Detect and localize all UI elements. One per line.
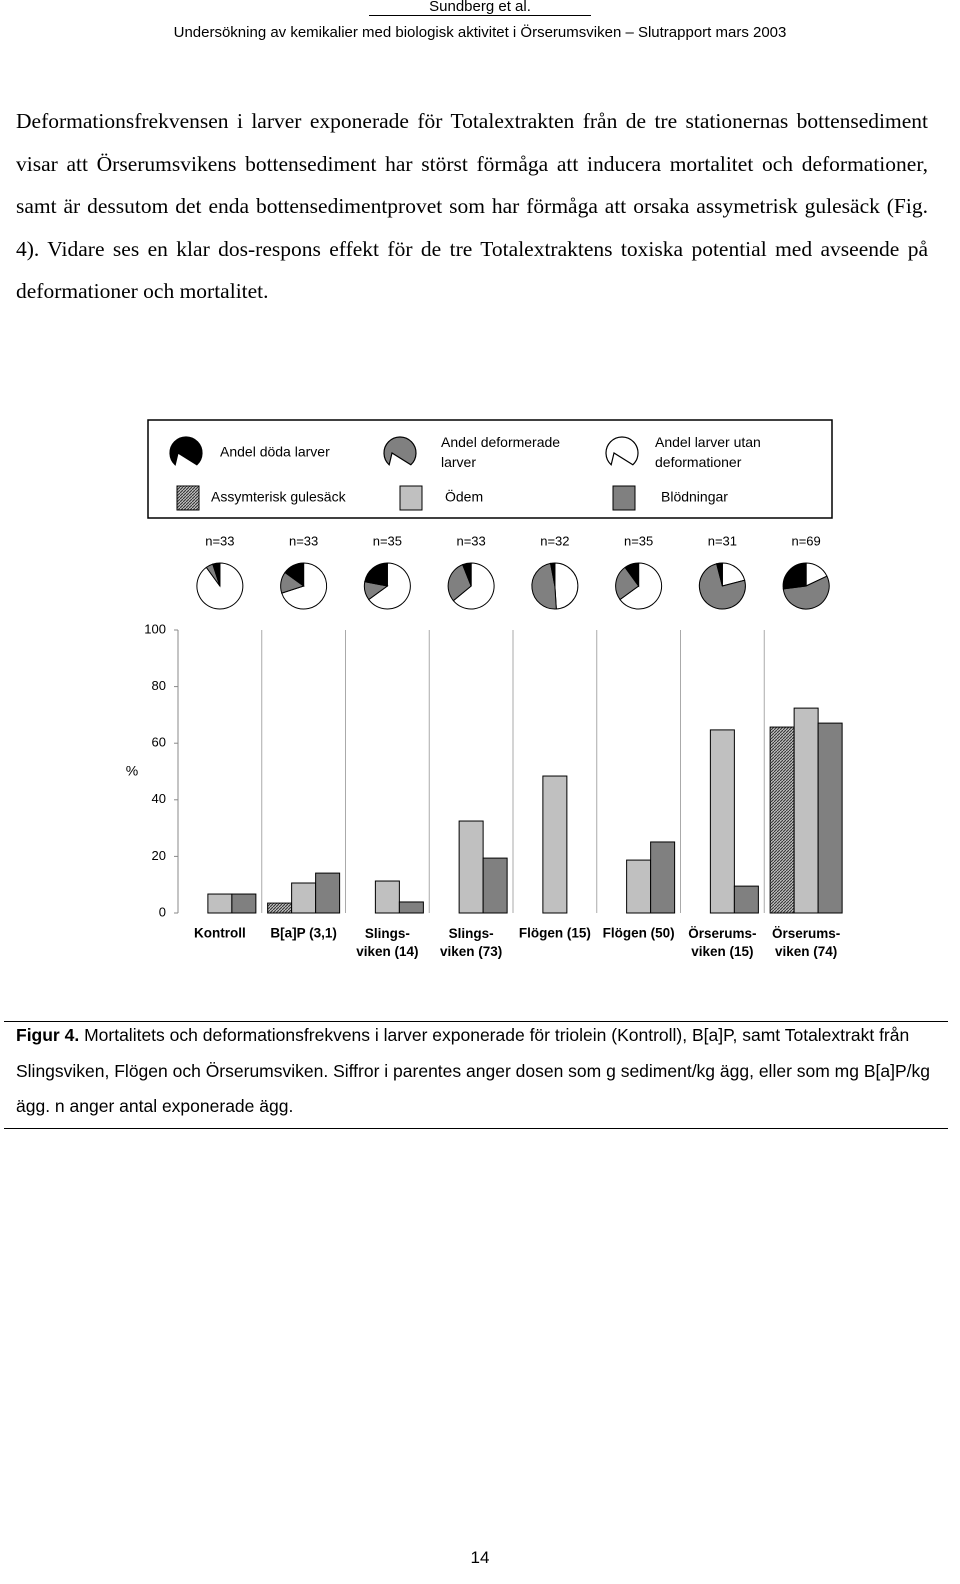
- bar: [315, 872, 341, 914]
- bar: [482, 857, 508, 914]
- pie-label: n=33: [289, 533, 318, 548]
- caption-label: Figur 4.: [16, 1025, 80, 1045]
- legend-glyph: [383, 436, 417, 466]
- bar: [769, 726, 795, 914]
- y-tick-label: 20: [152, 848, 166, 863]
- x-tick-label: Örserums-viken (74): [772, 926, 840, 959]
- bar: [542, 775, 568, 914]
- caption-text: Mortalitets och deformationsfrekvens i l…: [16, 1025, 930, 1116]
- legend-label: Blödningar: [661, 489, 728, 505]
- legend-swatch: [176, 485, 200, 511]
- bar: [207, 893, 233, 914]
- bar: [231, 893, 257, 914]
- rule: [4, 1128, 948, 1129]
- bar: [374, 880, 400, 914]
- pie-slice: [782, 575, 830, 610]
- bar: [626, 859, 652, 914]
- pie-slice: [549, 562, 556, 587]
- legend-label: Ödem: [445, 488, 483, 505]
- page-number: 14: [470, 1548, 490, 1567]
- legend-swatch: [612, 485, 636, 511]
- legend-glyph: [169, 436, 203, 466]
- pie-slice: [554, 562, 579, 610]
- pie-slice: [452, 562, 495, 610]
- pie-slice: [364, 562, 388, 587]
- bar: [793, 707, 819, 914]
- legend-swatch: [399, 485, 423, 511]
- bar: [817, 722, 843, 914]
- x-tick-label: B[a]P (3,1): [270, 926, 337, 941]
- x-tick-label: Örserums-viken (15): [688, 926, 756, 959]
- pie-slice: [462, 562, 472, 587]
- header-author: Sundberg et al.: [0, 0, 960, 16]
- pie-slice: [698, 563, 746, 610]
- pie-label: n=35: [373, 533, 402, 548]
- author: Sundberg et al.: [369, 0, 591, 16]
- bar: [291, 882, 317, 914]
- y-tick-label: 80: [152, 678, 166, 693]
- x-tick-label: Slings-viken (14): [356, 926, 418, 959]
- caption: Figur 4. Mortalitets och deformationsfre…: [16, 1018, 936, 1125]
- x-tick-label: Slings-viken (73): [440, 926, 502, 959]
- pie-slice: [624, 562, 640, 588]
- legend-glyph: [605, 436, 639, 466]
- pie-slice: [212, 562, 221, 587]
- pie-slice: [531, 562, 557, 610]
- legend-label: Andel larver utan deformationer: [655, 434, 761, 470]
- y-axis-label: %: [126, 763, 138, 779]
- legend-label: Andel döda larver: [220, 444, 330, 460]
- pie-label: n=33: [205, 533, 234, 548]
- pie-slice: [716, 562, 723, 587]
- bar: [267, 902, 293, 914]
- x-tick-label: Kontroll: [194, 926, 246, 941]
- figure: Andel döda larver Andel deformerade larver…: [126, 419, 843, 959]
- pie-label: n=33: [456, 533, 485, 548]
- x-tick-label: Flögen (50): [603, 926, 675, 941]
- body-paragraph: Deformationsfrekvensen i larver exponera…: [16, 109, 928, 303]
- pie-label: n=32: [540, 533, 569, 548]
- pie-label: n=69: [791, 533, 820, 548]
- header-subtitle: Undersökning av kemikalier med biologisk…: [173, 24, 787, 41]
- rule: [4, 1021, 948, 1022]
- y-tick-label: 100: [144, 621, 166, 636]
- bar: [709, 729, 735, 914]
- bar: [398, 901, 424, 914]
- pie-label: n=31: [708, 533, 737, 548]
- x-tick-label: Flögen (15): [519, 926, 591, 941]
- pie-slice: [447, 563, 472, 602]
- legend-label: Andel deformerade larver: [441, 434, 560, 470]
- y-tick-label: 0: [159, 904, 166, 919]
- bar: [458, 820, 484, 914]
- pie-slice: [782, 562, 807, 590]
- pie-slice: [284, 562, 305, 587]
- legend-label: Assymterisk gulesäck: [211, 489, 347, 505]
- y-tick-label: 40: [152, 791, 166, 806]
- pie-slice: [615, 566, 640, 601]
- pie-label: n=35: [624, 533, 653, 548]
- pie-slice: [619, 562, 663, 610]
- bar: [733, 885, 759, 914]
- pie-slice: [368, 562, 411, 610]
- bar: [650, 841, 676, 914]
- y-tick-label: 60: [152, 735, 166, 750]
- legend-box: [147, 419, 833, 519]
